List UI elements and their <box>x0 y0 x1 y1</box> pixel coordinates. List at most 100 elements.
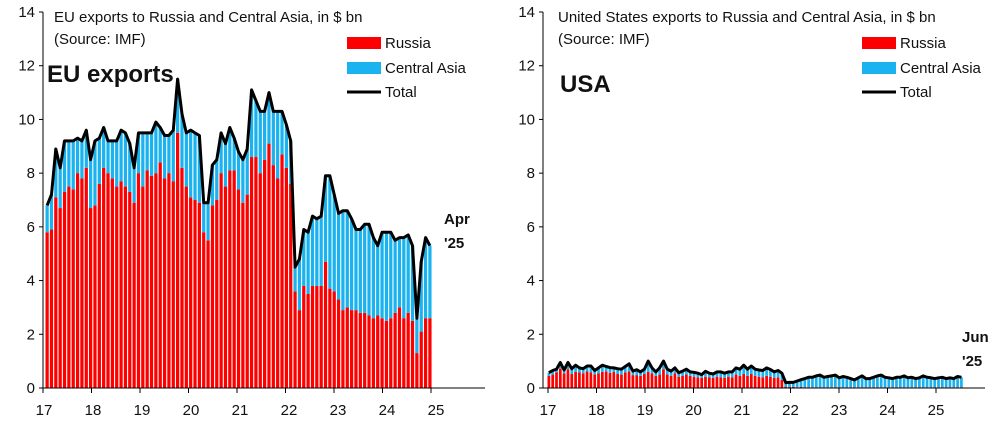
bar-central-asia <box>228 127 232 171</box>
bar-russia <box>734 374 738 388</box>
bar-central-asia <box>570 368 574 375</box>
bar-russia <box>665 374 669 388</box>
bar-central-asia <box>249 89 254 158</box>
bar-russia <box>623 372 627 388</box>
bar-central-asia <box>267 92 271 144</box>
bar-russia <box>180 167 184 388</box>
bar-central-asia <box>681 371 684 376</box>
bar-central-asia <box>746 369 749 376</box>
bar-russia <box>354 310 358 388</box>
bar-russia <box>711 377 715 388</box>
y-tick-label: 12 <box>18 58 35 75</box>
bar-central-asia <box>822 377 826 388</box>
bar-central-asia <box>67 140 71 187</box>
bar-russia <box>555 372 558 388</box>
bar-russia <box>757 376 761 388</box>
bar-central-asia <box>236 151 241 190</box>
bar-russia <box>700 377 704 388</box>
bar-central-asia <box>223 143 228 187</box>
bar-russia <box>319 285 323 388</box>
bar-central-asia <box>97 138 101 184</box>
bar-russia <box>742 374 746 388</box>
bar-central-asia <box>662 361 665 370</box>
bar-central-asia <box>696 373 700 378</box>
bar-central-asia <box>616 368 619 375</box>
bar-central-asia <box>106 140 110 174</box>
bar-central-asia <box>688 371 692 376</box>
bar-central-asia <box>769 369 772 377</box>
bar-central-asia <box>692 372 696 377</box>
bar-russia <box>380 318 384 388</box>
bar-russia <box>669 375 673 388</box>
bar-central-asia <box>631 371 635 376</box>
bar-central-asia <box>80 140 84 179</box>
bar-russia <box>593 374 597 388</box>
bar-central-asia <box>566 362 570 370</box>
bar-central-asia <box>635 369 639 376</box>
bar-central-asia <box>639 371 642 376</box>
bar-central-asia <box>841 376 845 388</box>
bar-central-asia <box>180 114 184 168</box>
total-line <box>45 77 432 320</box>
bar-russia <box>184 186 188 388</box>
y-tick-label: 0 <box>27 380 35 397</box>
bar-central-asia <box>354 229 358 311</box>
bar-russia <box>93 205 97 388</box>
bar-central-asia <box>562 370 566 374</box>
bar-central-asia <box>811 377 814 388</box>
bar-russia <box>89 208 93 388</box>
bar-central-asia <box>612 367 616 372</box>
bar-central-asia <box>795 381 799 388</box>
y-tick-label: 10 <box>18 111 35 128</box>
bar-central-asia <box>914 378 917 388</box>
bar-russia <box>639 375 642 388</box>
bar-central-asia <box>162 135 167 179</box>
x-tick-label: 20 <box>183 402 200 419</box>
bar-russia <box>723 377 726 388</box>
bar-central-asia <box>898 377 902 388</box>
bar-central-asia <box>738 369 742 376</box>
legend-swatch-russia <box>347 37 381 49</box>
bar-central-asia <box>306 232 310 294</box>
bar-central-asia <box>397 237 402 308</box>
bar-russia <box>727 376 730 388</box>
bar-russia <box>566 369 570 388</box>
bar-russia <box>646 371 650 388</box>
legend-swatch-central-asia <box>347 62 381 74</box>
bar-central-asia <box>380 232 384 319</box>
bar-russia <box>119 181 123 388</box>
bar-central-asia <box>673 367 677 374</box>
bar-russia <box>332 291 336 388</box>
bar-russia <box>410 320 415 388</box>
bar-central-asia <box>956 376 959 388</box>
bar-central-asia <box>902 375 906 388</box>
bar-central-asia <box>328 175 332 289</box>
chart-title: EU exports to Russia and Central Asia, i… <box>54 9 363 26</box>
bar-central-asia <box>734 367 738 375</box>
bar-central-asia <box>136 132 141 174</box>
bar-russia <box>749 374 753 388</box>
bar-russia <box>136 173 141 388</box>
x-tick-label: 25 <box>428 402 445 419</box>
legend-swatch-russia <box>862 37 896 49</box>
bar-russia <box>643 374 646 388</box>
bar-central-asia <box>891 378 895 388</box>
bar-russia <box>558 368 562 388</box>
bar-russia <box>271 165 275 388</box>
bar-central-asia <box>876 375 879 388</box>
bar-russia <box>616 374 619 388</box>
bar-russia <box>589 372 593 388</box>
bar-central-asia <box>784 382 788 387</box>
end-label-year: '25 <box>962 353 982 370</box>
bar-central-asia <box>906 377 910 388</box>
legend-swatch-central-asia <box>862 62 896 74</box>
bar-central-asia <box>336 213 341 300</box>
bar-russia <box>97 183 101 388</box>
bar-russia <box>692 376 696 388</box>
bar-central-asia <box>49 194 54 230</box>
bar-russia <box>284 167 288 388</box>
bar-russia <box>608 372 612 388</box>
bar-central-asia <box>788 382 791 387</box>
y-tick-label: 4 <box>27 273 35 290</box>
bar-central-asia <box>845 377 849 388</box>
